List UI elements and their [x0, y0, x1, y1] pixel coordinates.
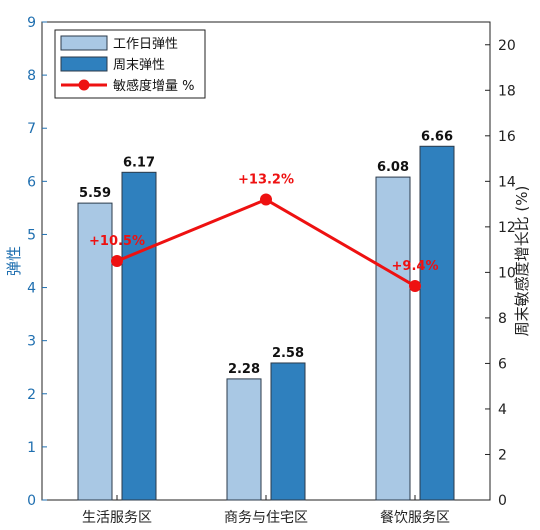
- bar: [77, 202, 113, 501]
- increment-point: [111, 255, 123, 267]
- legend-entry: 工作日弹性: [113, 37, 178, 52]
- increment-point: [409, 280, 421, 293]
- legend-swatch: [60, 56, 108, 72]
- y-tick-label-left: 6: [27, 174, 36, 190]
- y-axis-title-right: 周末敏感度增长比 (%): [513, 186, 531, 337]
- legend-entry: 周末弹性: [113, 58, 165, 73]
- bar: [270, 362, 306, 501]
- bar: [226, 378, 262, 501]
- bar-value-label: 6.17: [123, 155, 155, 170]
- increment-label: +10.5%: [89, 234, 145, 249]
- increment-point: [260, 193, 272, 206]
- y-tick-label-right: 8: [498, 311, 507, 327]
- legend-swatch-marker: [78, 79, 90, 91]
- y-tick-label-right: 10: [498, 265, 516, 281]
- legend-swatch: [60, 35, 108, 51]
- increment-line: [111, 193, 421, 293]
- y-tick-label-right: 2: [498, 447, 507, 463]
- y-tick-label-right: 20: [498, 38, 516, 54]
- increment-label: +9.4%: [392, 259, 439, 274]
- bar: [419, 145, 455, 501]
- bar-value-label: 6.66: [421, 129, 453, 144]
- y-tick-label-left: 5: [27, 227, 36, 243]
- bar-value-label: 6.08: [377, 160, 409, 175]
- bars: [77, 145, 455, 501]
- y-tick-label-left: 7: [27, 121, 36, 137]
- y-tick-label-left: 1: [27, 440, 36, 456]
- y-tick-label-left: 2: [27, 387, 36, 403]
- y-axis-title-left: 弹性: [5, 246, 23, 276]
- y-tick-label-left: 4: [27, 281, 36, 297]
- bar-value-label: 2.28: [228, 362, 260, 377]
- bar: [375, 176, 411, 501]
- y-tick-label-left: 8: [27, 68, 36, 84]
- axes: 生活服务区 商务与住宅区 餐饮服务区012345678902468101214161…: [5, 15, 531, 526]
- y-tick-label-left: 9: [27, 15, 36, 31]
- y-tick-label-right: 4: [498, 402, 507, 418]
- y-tick-label-right: 6: [498, 356, 507, 372]
- bar: [121, 171, 157, 501]
- x-tick-label: 生活服务区: [82, 510, 152, 526]
- y-tick-label-right: 18: [498, 83, 516, 99]
- x-tick-label: 商务与住宅区: [224, 510, 308, 526]
- y-tick-label-left: 3: [27, 334, 36, 350]
- y-tick-label-right: 14: [498, 174, 516, 190]
- y-tick-label-left: 0: [27, 493, 36, 509]
- bar-value-label: 5.59: [79, 186, 111, 201]
- y-tick-label-right: 12: [498, 220, 516, 236]
- y-tick-label-right: 0: [498, 493, 507, 509]
- increment-label: +13.2%: [238, 173, 294, 188]
- y-tick-label-right: 16: [498, 129, 516, 145]
- legend-entry: 敏感度增量 %: [113, 78, 195, 94]
- bar-value-label: 2.58: [272, 346, 304, 361]
- data-labels: 5.59 6.17 2.28 2.58 6.08 6.66 +10.5% +13.2% +9.4…: [79, 129, 453, 377]
- x-tick-label: 餐饮服务区: [380, 510, 450, 526]
